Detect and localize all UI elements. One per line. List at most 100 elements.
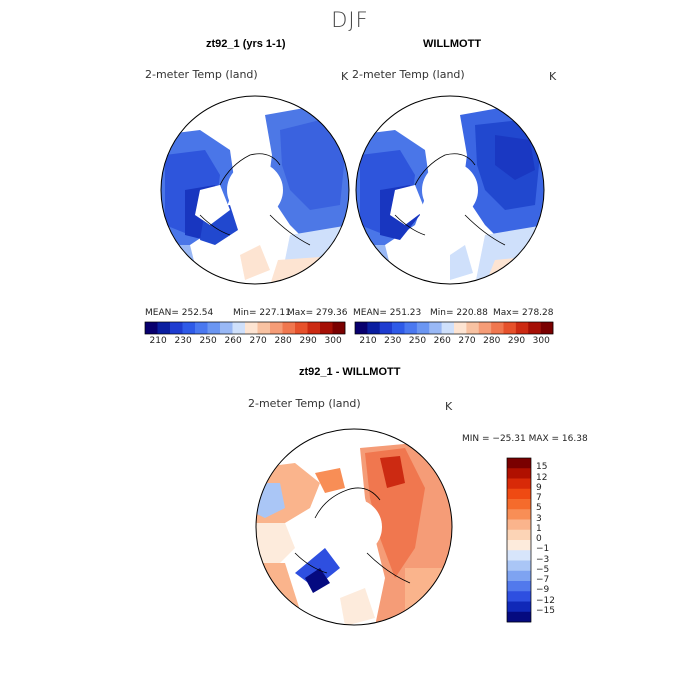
colorbar-tick-label: 3 bbox=[536, 513, 542, 524]
colorbar-swatch bbox=[507, 529, 531, 541]
colorbar-swatch bbox=[466, 322, 480, 334]
colorbar-tick-label: 230 bbox=[174, 336, 192, 346]
season-title: DJF bbox=[331, 8, 369, 32]
colorbar-tick-label: 260 bbox=[433, 336, 451, 346]
colorbar-swatch bbox=[507, 560, 531, 572]
colorbar-swatch bbox=[540, 322, 554, 334]
panel-3-title: zt92_1 - WILLMOTT bbox=[299, 366, 401, 378]
colorbar-tick-label: 270 bbox=[458, 336, 476, 346]
colorbar-tick-label: 280 bbox=[483, 336, 501, 346]
colorbar-tick-label: 7 bbox=[536, 493, 542, 503]
colorbar-tick-label: 290 bbox=[507, 336, 526, 346]
colorbar-tick-label: −9 bbox=[536, 585, 550, 596]
colorbar-tick-label: 300 bbox=[532, 336, 550, 346]
colorbar-swatch bbox=[507, 499, 531, 510]
panel-2-min: Min= 220.88 bbox=[430, 308, 488, 318]
colorbar-tick-label: 210 bbox=[149, 336, 167, 346]
colorbar-swatch bbox=[392, 322, 405, 334]
colorbar-swatch bbox=[507, 550, 531, 561]
panel-2-colorbar-ticks: 210 230 250 260 270 280 290 300 bbox=[355, 336, 553, 348]
panel-1-title: zt92_1 (yrs 1-1) bbox=[206, 38, 286, 50]
panel-3-minmax: MIN = −25.31 MAX = 16.38 bbox=[462, 434, 588, 444]
panel-3-colorbar-ticks: 15 12 9 7 5 3 1 0 −1 −3 −5 −7 −9 −12 −15 bbox=[536, 458, 576, 622]
panel-1-units-label: K bbox=[341, 70, 349, 83]
colorbar-tick-label: 250 bbox=[199, 336, 217, 346]
panel-2-units-label: K bbox=[549, 70, 557, 83]
colorbar-swatch bbox=[170, 322, 183, 334]
panel-2-map bbox=[355, 95, 545, 285]
colorbar-swatch bbox=[507, 509, 531, 520]
colorbar-tick-label: 15 bbox=[536, 462, 548, 473]
colorbar-swatch bbox=[270, 322, 283, 334]
colorbar-swatch bbox=[245, 322, 258, 334]
colorbar-tick-label: −5 bbox=[536, 564, 550, 575]
colorbar-swatch bbox=[429, 322, 442, 334]
colorbar-swatch bbox=[507, 488, 531, 500]
colorbar-swatch bbox=[528, 322, 541, 334]
colorbar-tick-label: −7 bbox=[536, 575, 550, 585]
colorbar-swatch bbox=[416, 322, 430, 334]
colorbar-swatch bbox=[507, 478, 531, 490]
colorbar-frame bbox=[354, 321, 554, 335]
panel-1-map bbox=[160, 95, 350, 285]
colorbar-swatch bbox=[332, 322, 346, 334]
panel-3-units-label: K bbox=[445, 400, 453, 413]
colorbar-tick-label: −1 bbox=[536, 544, 550, 555]
colorbar-swatch bbox=[295, 322, 308, 334]
colorbar-swatch bbox=[220, 322, 233, 334]
panel-1-colorbar bbox=[144, 321, 346, 335]
colorbar-tick-label: −3 bbox=[536, 554, 550, 565]
colorbar-tick-label: 270 bbox=[249, 336, 267, 346]
panel-1-variable-label: 2-meter Temp (land) bbox=[145, 68, 258, 81]
panel-2-variable-label: 2-meter Temp (land) bbox=[352, 68, 465, 81]
colorbar-swatch bbox=[404, 322, 418, 334]
colorbar-swatch bbox=[207, 322, 221, 334]
colorbar-swatch bbox=[379, 322, 393, 334]
colorbar-tick-label: 260 bbox=[224, 336, 242, 346]
panel-1-mean: MEAN= 252.54 bbox=[145, 308, 214, 318]
colorbar-swatch bbox=[145, 322, 158, 334]
colorbar-swatch bbox=[454, 322, 467, 334]
colorbar-swatch bbox=[507, 581, 531, 592]
colorbar-swatch bbox=[157, 322, 171, 334]
colorbar-tick-label: 12 bbox=[536, 472, 548, 483]
colorbar-tick-label: 5 bbox=[536, 503, 542, 514]
colorbar-swatch bbox=[282, 322, 296, 334]
colorbar-tick-label: 300 bbox=[324, 336, 342, 346]
colorbar-swatch bbox=[515, 322, 529, 334]
colorbar-tick-label: 290 bbox=[299, 336, 317, 346]
panel-2-max: Max= 278.28 bbox=[493, 308, 554, 318]
panel-2-mean: MEAN= 251.23 bbox=[353, 308, 422, 318]
panel-1-max: Max= 279.36 bbox=[287, 308, 348, 318]
panel-3-colorbar bbox=[506, 457, 532, 623]
colorbar-swatch bbox=[232, 322, 246, 334]
colorbar-swatch bbox=[355, 322, 368, 334]
colorbar-swatch bbox=[257, 322, 271, 334]
colorbar-tick-label: 1 bbox=[536, 523, 542, 534]
colorbar-swatch bbox=[507, 570, 531, 582]
colorbar-tick-label: −12 bbox=[536, 595, 555, 606]
colorbar-tick-label: 9 bbox=[536, 482, 542, 493]
colorbar-swatch bbox=[507, 519, 531, 531]
colorbar-swatch bbox=[507, 591, 531, 602]
panel-1-min: Min= 227.11 bbox=[233, 308, 291, 318]
panel-3-map bbox=[255, 428, 453, 626]
colorbar-tick-label: 210 bbox=[359, 336, 377, 346]
colorbar-swatch bbox=[507, 540, 531, 551]
colorbar-swatch bbox=[307, 322, 321, 334]
colorbar-swatch bbox=[503, 322, 517, 334]
colorbar-swatch bbox=[195, 322, 208, 334]
colorbar-frame bbox=[144, 321, 346, 335]
panel-2-title: WILLMOTT bbox=[423, 38, 482, 50]
panel-2-colorbar bbox=[354, 321, 554, 335]
colorbar-swatch bbox=[507, 468, 531, 479]
panel-1-colorbar-ticks: 210 230 250 260 270 280 290 300 bbox=[145, 336, 345, 348]
colorbar-swatch bbox=[320, 322, 333, 334]
colorbar-tick-label: 250 bbox=[408, 336, 427, 346]
colorbar-tick-label: 230 bbox=[384, 336, 402, 346]
colorbar-swatch bbox=[478, 322, 492, 334]
colorbar-swatch bbox=[507, 601, 531, 613]
colorbar-tick-label: 280 bbox=[274, 336, 292, 346]
colorbar-tick-label: −15 bbox=[536, 605, 555, 616]
colorbar-tick-label: 0 bbox=[536, 534, 542, 544]
